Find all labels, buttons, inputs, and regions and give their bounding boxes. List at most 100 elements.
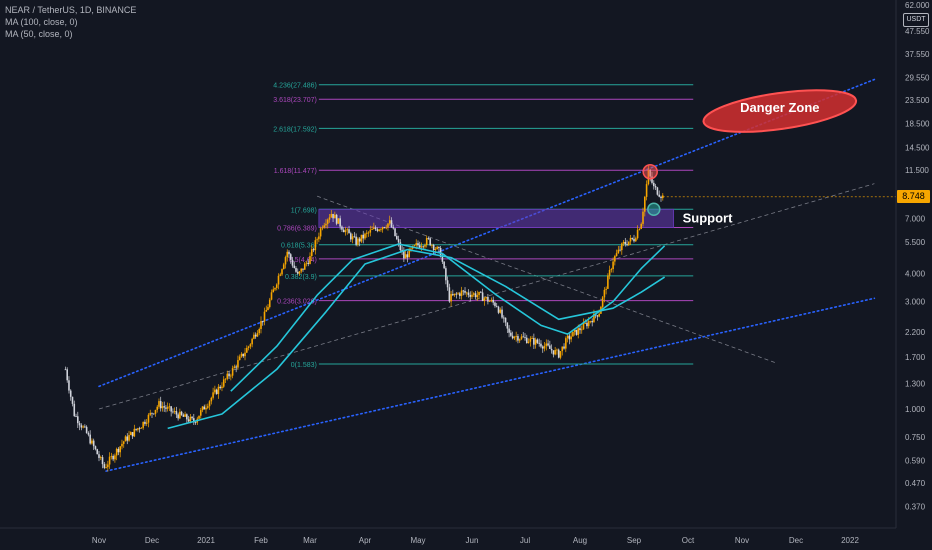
candle-body: [103, 464, 106, 468]
candle-body: [554, 350, 556, 355]
candle-body: [274, 287, 276, 290]
currency-badge[interactable]: USDT: [903, 13, 929, 27]
y-tick-label: 4.000: [905, 269, 926, 278]
candle-body: [261, 320, 264, 322]
candle-body: [589, 321, 592, 322]
y-tick-label: 18.500: [905, 119, 930, 128]
candle-body: [344, 230, 347, 233]
candle-body: [82, 426, 84, 428]
candle-body: [214, 389, 216, 393]
candle-body: [488, 301, 491, 302]
price-channel: [98, 78, 876, 472]
candle-body: [108, 456, 111, 465]
candle-body: [251, 338, 253, 345]
candle-body: [418, 245, 421, 248]
candle-body: [584, 322, 587, 324]
candle-body: [362, 234, 365, 239]
current-price-tag: 8.748: [897, 190, 930, 204]
support-zone-rect: [318, 208, 675, 228]
candle-body: [570, 336, 572, 340]
candle-body: [184, 414, 186, 417]
candle-body: [415, 243, 418, 246]
candle-body: [481, 292, 484, 301]
y-tick-label: 14.500: [905, 143, 930, 152]
candle-body: [80, 425, 83, 428]
channel-midline: [98, 183, 875, 410]
candle-body: [191, 416, 193, 419]
candle-body: [249, 344, 252, 347]
candle-body: [511, 335, 514, 339]
y-tick-label: 47.550: [905, 27, 930, 36]
candle-body: [101, 457, 104, 465]
candle-body: [392, 227, 395, 229]
fib-level-label: 0.236(3.026): [277, 299, 317, 306]
candle-body: [94, 446, 97, 450]
candle-body: [253, 334, 255, 339]
candle-body: [397, 239, 400, 243]
candle-body: [124, 436, 127, 442]
fib-level-label: 0(1.583): [291, 362, 317, 369]
candle-body: [235, 366, 237, 368]
candle-body: [432, 244, 435, 250]
candle-body: [520, 336, 523, 340]
chart-legend: NEAR / TetherUS, 1D, BINANCE MA (100, cl…: [5, 4, 136, 40]
candle-body: [228, 373, 230, 377]
candle-body: [275, 284, 278, 288]
candle-body: [231, 368, 234, 376]
candle-body: [457, 293, 459, 295]
candle-body: [305, 262, 308, 264]
candle-body: [495, 305, 498, 307]
y-tick-label: 5.500: [905, 238, 926, 247]
candle-body: [247, 346, 250, 348]
candle-body: [636, 229, 639, 239]
candle-body: [582, 322, 585, 330]
candle-body: [68, 380, 70, 391]
legend-title: NEAR / TetherUS, 1D, BINANCE: [5, 5, 137, 15]
y-tick-label: 3.000: [905, 297, 926, 306]
candle-body: [605, 288, 607, 290]
candle-body: [399, 242, 402, 251]
candle-body: [128, 435, 130, 441]
candle-body: [256, 333, 259, 337]
candle-body: [485, 297, 487, 299]
candle-body: [254, 334, 257, 337]
candle-body: [367, 232, 370, 234]
x-tick-label: Nov: [735, 536, 749, 545]
candle-body: [464, 290, 466, 293]
y-tick-label: 0.470: [905, 479, 926, 488]
fib-level-label: 1.618(11.477): [274, 168, 317, 175]
candle-body: [627, 241, 630, 246]
candle-body: [517, 336, 519, 341]
candle-body: [472, 293, 475, 295]
fib-level-label: 2.618(17.592): [273, 126, 317, 133]
candle-body: [122, 441, 125, 444]
candle-body: [462, 290, 465, 292]
candle-body: [151, 412, 153, 414]
y-tick-label: 0.370: [905, 502, 926, 511]
candle-body: [319, 228, 322, 237]
candle-body: [312, 249, 315, 251]
candle-body: [360, 234, 363, 242]
candle-body: [138, 428, 141, 430]
candle-body: [445, 268, 447, 281]
candle-body: [177, 414, 179, 419]
candle-body: [288, 251, 290, 255]
candle-body: [556, 349, 558, 351]
y-tick-label: 62.000: [905, 1, 930, 10]
candle-body: [206, 406, 209, 408]
candle-body: [459, 293, 461, 296]
candle-body: [186, 414, 188, 420]
candle-body: [364, 233, 366, 239]
y-tick-label: 11.500: [905, 166, 929, 175]
candle-body: [538, 342, 540, 344]
candle-body: [438, 246, 440, 248]
candle-body: [388, 220, 391, 224]
y-tick-label: 1.000: [905, 405, 926, 414]
candle-body: [499, 309, 502, 313]
candle-body: [487, 297, 489, 302]
candle-body: [656, 187, 659, 195]
candle-body: [501, 309, 503, 318]
candle-body: [105, 467, 107, 468]
candle-body: [406, 254, 409, 258]
